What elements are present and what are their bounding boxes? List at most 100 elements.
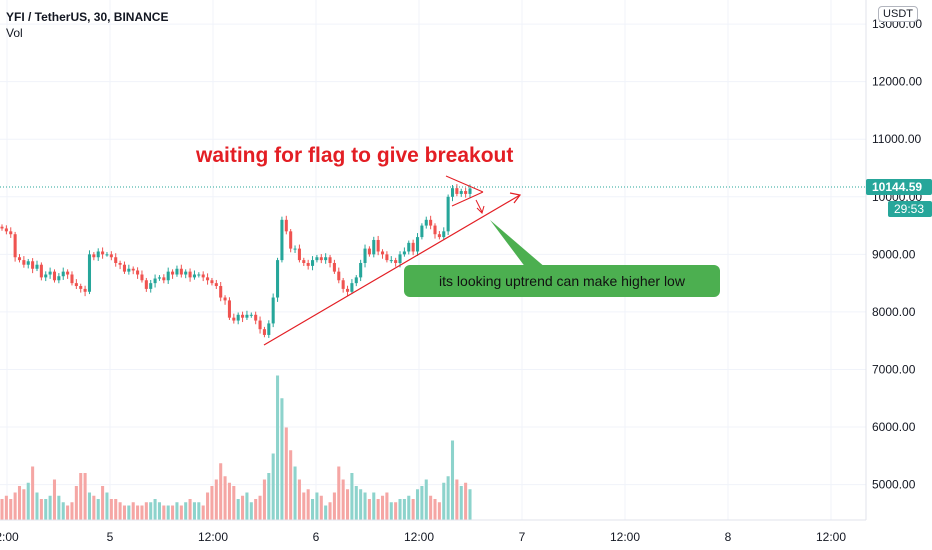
volume-bar [4,495,8,520]
candle-body [136,270,140,275]
volume-bar [96,499,100,520]
breakdown-arrow [475,199,483,213]
volume-bar [13,492,17,520]
candle-body [332,262,336,272]
volume-bar [407,495,411,520]
volume-bar [153,499,157,520]
candle-body [219,286,223,298]
headline-annotation[interactable]: waiting for flag to give breakout [196,144,514,167]
volume-bar [87,492,92,520]
volume-bar [446,476,450,520]
volume-bar [122,505,126,520]
volume-bar [411,499,415,520]
candle-body [153,278,157,284]
volume-bar [420,486,424,520]
candle-body [459,191,463,194]
volume-bar [380,495,385,520]
volume-bar [26,482,30,520]
volume-bar [267,473,271,520]
candle-body [267,323,271,335]
volume-bar [245,492,249,520]
volume-bar [114,499,118,520]
time-tick-label: 6 [313,530,320,544]
volume-bar [284,427,288,520]
volume-bar [136,505,140,520]
candle-body [210,280,214,284]
volume-bar [354,486,358,520]
price-axis: 13000.0012000.0011000.0010000.009000.008… [872,17,922,491]
volume-bar [232,486,236,520]
candle-body [105,254,109,256]
volume-bar [429,495,433,520]
volume-bar [324,505,328,520]
candlesticks [0,184,472,338]
candle-body [380,251,385,255]
candle-body [70,274,74,284]
symbol-title[interactable]: YFI / TetherUS, 30, BINANCE [6,10,169,24]
volume-bar [157,502,161,520]
candle-body [236,314,240,321]
volume-bar [293,466,297,520]
candle-body [79,286,83,289]
flag-upper-line [445,175,484,193]
candle-body [83,288,87,292]
candle-body [337,271,341,281]
volume-bar [389,502,393,520]
volume-bar [206,492,210,520]
volume-bar [236,499,240,520]
volume-bar [140,505,144,520]
candle-body [13,234,17,258]
volume-bar [39,499,43,520]
candle-body [398,254,402,263]
candle-body [354,277,358,284]
candle-body [214,283,218,287]
volume-bar [442,482,446,520]
candle-body [48,271,52,275]
candle-body [101,251,105,255]
trendline-arrowhead [509,192,522,204]
candle-body [188,271,192,278]
candle-body [0,226,4,229]
volume-bar [31,466,35,520]
volume-bar [17,486,22,520]
candle-body [319,257,323,261]
volume-bar [127,505,131,520]
candle-body [122,264,126,272]
candle-body [17,257,22,261]
volume-bar [179,505,183,520]
volume-bar [162,505,166,520]
candle-body [367,248,371,255]
time-tick-label: 5 [107,530,114,544]
volume-bar [262,479,266,520]
volume-bar [280,398,284,520]
volume-indicator-label[interactable]: Vol [6,26,23,40]
currency-button[interactable]: USDT [878,6,918,22]
candle-body [171,271,175,275]
volume-bar [424,479,428,520]
time-tick-label: 12:00 [816,530,846,544]
candle-body [162,277,166,281]
candle-body [372,239,376,255]
candle-body [276,260,280,298]
candle-body [346,288,350,292]
price-tick-label: 9000.00 [872,247,916,261]
candle-body [433,225,437,235]
volume-bar [376,499,380,520]
candle-body [227,300,231,318]
candle-body [450,188,455,197]
candle-body [184,271,188,275]
volume-bar [241,495,245,520]
volume-bar [297,479,301,520]
volume-bar [258,495,262,520]
volume-bar [66,505,70,520]
candle-body [52,271,57,281]
candle-body [149,283,153,289]
volume-bar [464,482,468,520]
volume-bar [118,502,122,520]
volume-bar [188,499,192,520]
callout-annotation[interactable]: its looking uptrend can make higher low [404,265,720,297]
volume-bar [415,489,420,520]
time-axis: 2:00 5 12:00 6 12:00 7 12:00 8 12:00 [0,530,846,544]
volume-bar [48,495,52,520]
